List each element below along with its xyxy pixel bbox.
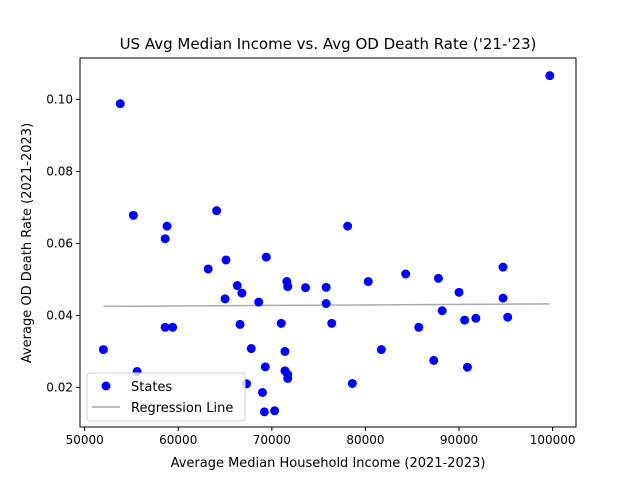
legend-label-regression: Regression Line	[131, 401, 233, 416]
data-point	[401, 269, 411, 279]
data-point	[128, 210, 138, 220]
x-tick-label: 90000	[440, 433, 478, 447]
legend-marker-states	[101, 381, 111, 391]
data-point	[283, 373, 293, 383]
data-point	[321, 299, 331, 309]
data-point	[220, 294, 230, 304]
data-point	[160, 234, 170, 244]
data-point	[98, 345, 108, 355]
data-point	[160, 322, 170, 332]
data-point	[283, 282, 293, 292]
data-point	[257, 387, 267, 397]
data-point	[276, 318, 286, 328]
data-point	[261, 252, 271, 262]
data-point	[221, 255, 231, 265]
data-point	[343, 221, 353, 231]
data-point	[471, 313, 481, 323]
x-tick-label: 50000	[66, 433, 104, 447]
data-point	[301, 283, 311, 293]
x-tick-label: 80000	[346, 433, 384, 447]
y-tick-label: 0.02	[46, 380, 73, 394]
data-point	[232, 281, 242, 291]
data-point	[347, 378, 357, 388]
y-tick-label: 0.08	[46, 164, 73, 178]
data-point	[498, 262, 508, 272]
y-axis-ticks: 0.02 0.04 0.06 0.08 0.10	[46, 92, 80, 394]
data-point	[460, 315, 470, 325]
y-tick-label: 0.04	[46, 308, 73, 322]
data-point	[260, 362, 270, 372]
data-point	[498, 293, 508, 303]
data-point	[237, 288, 247, 298]
chart-title: US Avg Median Income vs. Avg OD Death Ra…	[120, 35, 537, 53]
data-point	[212, 206, 222, 216]
data-point	[503, 312, 513, 322]
data-point	[462, 362, 472, 372]
data-point	[270, 406, 280, 416]
x-axis-ticks: 50000 60000 70000 80000 90000 100000	[66, 427, 576, 447]
data-point	[115, 99, 125, 109]
data-point	[246, 344, 256, 354]
data-point	[363, 277, 373, 287]
data-point	[254, 297, 264, 307]
legend-label-states: States	[131, 380, 172, 395]
data-point	[545, 71, 555, 81]
data-point	[235, 319, 245, 329]
data-point	[203, 264, 213, 274]
data-point	[327, 318, 337, 328]
legend: States Regression Line	[86, 372, 246, 422]
data-point	[162, 221, 172, 231]
data-point	[454, 287, 464, 297]
data-point	[259, 407, 269, 417]
data-point	[437, 306, 447, 316]
data-point	[168, 322, 178, 332]
y-tick-label: 0.06	[46, 236, 73, 250]
data-point	[414, 322, 424, 332]
axes-frame	[79, 57, 577, 428]
data-point	[280, 346, 290, 356]
data-point	[376, 345, 386, 355]
y-tick-label: 0.10	[46, 92, 73, 106]
data-point	[429, 355, 439, 365]
legend-frame	[86, 372, 246, 422]
x-tick-label: 100000	[530, 433, 576, 447]
x-axis-title: Average Median Household Income (2021-20…	[171, 456, 486, 471]
y-axis-title: Average OD Death Rate (2021-2023)	[20, 123, 35, 363]
x-tick-label: 70000	[253, 433, 291, 447]
data-point	[433, 273, 443, 283]
plot-area	[98, 71, 555, 417]
data-point	[321, 282, 331, 292]
x-tick-label: 60000	[159, 433, 197, 447]
